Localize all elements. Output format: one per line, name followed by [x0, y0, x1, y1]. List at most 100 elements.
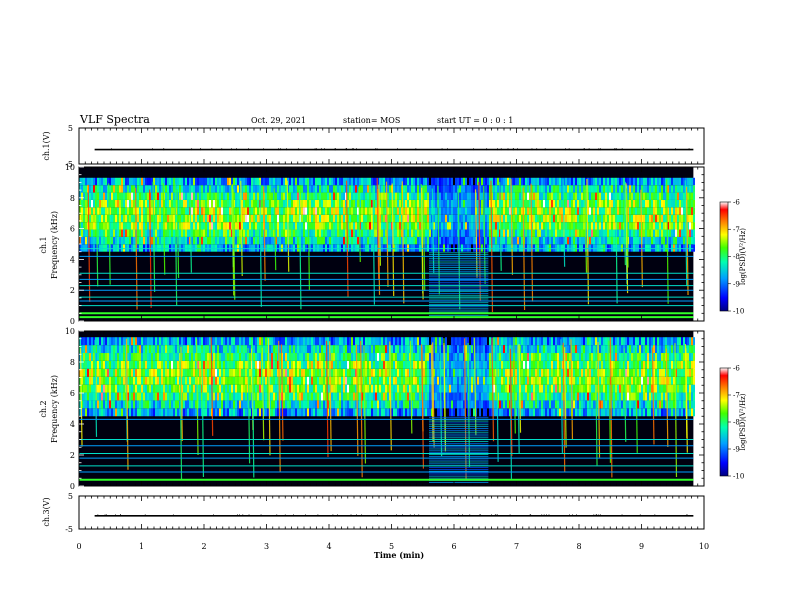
psd-cell — [253, 408, 255, 417]
psd-cell — [145, 384, 147, 393]
psd-cell — [271, 229, 273, 237]
psd-cell — [151, 360, 153, 369]
psd-cell — [275, 408, 277, 417]
psd-cell — [325, 345, 327, 354]
psd-cell — [473, 244, 475, 252]
psd-cell — [319, 214, 321, 223]
psd-cell — [143, 376, 145, 385]
psd-cell — [487, 207, 489, 215]
psd-cell — [335, 353, 337, 361]
psd-cell — [317, 207, 319, 215]
psd-cell — [105, 214, 107, 223]
psd-cell — [123, 400, 125, 409]
psd-cell — [443, 214, 445, 223]
psd-cell — [495, 177, 497, 186]
psd-cell — [597, 185, 599, 193]
psd-cell — [319, 368, 321, 377]
psd-cell — [247, 392, 249, 401]
psd-cell — [97, 408, 99, 417]
psd-cell — [189, 244, 191, 252]
psd-cell — [127, 392, 129, 401]
psd-cell — [155, 207, 157, 215]
psd-cell — [463, 185, 465, 193]
psd-cell — [85, 177, 87, 186]
psd-cell — [405, 229, 407, 237]
psd-cell — [585, 185, 587, 193]
psd-cell — [207, 408, 209, 417]
psd-cell — [289, 214, 291, 223]
psd-cell — [333, 408, 335, 417]
psd-cell — [219, 192, 221, 200]
psd-cell — [309, 400, 311, 409]
psd-cell — [205, 185, 207, 193]
psd-cell — [567, 214, 569, 223]
psd-cell — [573, 177, 575, 186]
psd-cell — [503, 185, 505, 193]
psd-cell — [225, 229, 227, 237]
psd-cell — [497, 222, 499, 230]
psd-cell — [295, 345, 297, 354]
psd-cell — [691, 244, 693, 252]
psd-cell — [367, 199, 369, 208]
psd-cell — [291, 222, 293, 230]
psd-cell — [133, 244, 135, 252]
psd-cell — [287, 353, 289, 361]
psd-cell — [251, 185, 253, 193]
psd-cell — [273, 376, 275, 385]
psd-cell — [141, 360, 143, 369]
psd-cell — [487, 199, 489, 208]
psd-cell — [91, 353, 93, 361]
psd-cell — [643, 177, 645, 186]
psd-cell — [85, 353, 87, 361]
psd-cell — [179, 229, 181, 237]
psd-cell — [107, 229, 109, 237]
psd-cell — [365, 229, 367, 237]
psd-cell — [623, 244, 625, 252]
psd-cell — [293, 400, 295, 409]
psd-cell — [215, 222, 217, 230]
psd-cell — [293, 229, 295, 237]
psd-cell — [349, 177, 351, 186]
psd-cell — [247, 222, 249, 230]
psd-cell — [361, 236, 363, 245]
psd-cell — [233, 185, 235, 193]
psd-cell — [173, 345, 175, 354]
psd-cell — [543, 222, 545, 230]
psd-cell — [527, 199, 529, 208]
psd-cell — [279, 368, 281, 377]
psd-cell — [151, 207, 153, 215]
psd-cell — [677, 207, 679, 215]
psd-cell — [287, 400, 289, 409]
psd-cell — [131, 360, 133, 369]
psd-cell — [679, 177, 681, 186]
psd-cell — [291, 360, 293, 369]
psd-cell — [657, 244, 659, 252]
psd-cell — [303, 337, 305, 346]
psd-cell — [609, 192, 611, 200]
psd-cell — [471, 222, 473, 230]
psd-cell — [187, 353, 189, 361]
psd-cell — [213, 192, 215, 200]
psd-cell — [331, 192, 333, 200]
psd-cell — [325, 368, 327, 377]
psd-cell — [653, 229, 655, 237]
whistler-streak — [510, 178, 514, 275]
psd-cell — [645, 207, 647, 215]
psd-cell — [491, 192, 493, 200]
psd-cell — [215, 384, 217, 393]
psd-cell — [649, 229, 651, 237]
psd-cell — [265, 236, 267, 245]
psd-cell — [293, 222, 295, 230]
psd-cell — [593, 177, 595, 186]
psd-cell — [257, 384, 259, 393]
whistler-streak — [530, 183, 534, 302]
psd-cell — [553, 199, 555, 208]
psd-cell — [485, 177, 487, 186]
psd-cell — [595, 185, 597, 193]
psd-cell — [215, 244, 217, 252]
psd-cell — [641, 177, 643, 186]
psd-cell — [279, 199, 281, 208]
psd-cell — [263, 360, 265, 369]
psd-cell — [613, 236, 615, 245]
psd-cell — [221, 222, 223, 230]
